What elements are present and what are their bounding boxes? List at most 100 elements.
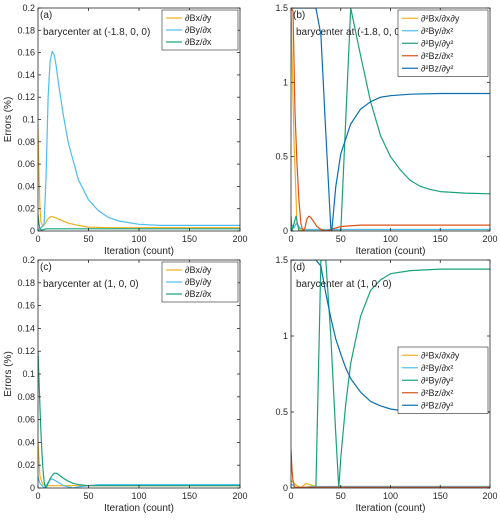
series-line-2 <box>291 8 490 231</box>
x-axis-label: Iteration (count) <box>104 246 174 257</box>
y-tick-label: 0.1 <box>22 369 35 379</box>
plot-area <box>38 50 240 231</box>
legend-entry: ∂Bz/∂x <box>185 289 212 299</box>
y-tick-label: 0.12 <box>17 92 35 102</box>
series-line-3 <box>291 449 490 488</box>
x-axis-label: Iteration (count) <box>355 503 425 514</box>
series-line-3 <box>291 8 490 231</box>
plot-area <box>291 260 490 488</box>
chart-panel-2: 0 50 100 150 200 0 0.02 0.04 0.06 0.08 0.1 0.12 0.14… <box>3 255 248 514</box>
annotation-text: barycenter at (-1.8, 0, 0) <box>43 27 150 38</box>
series-line-4 <box>291 8 490 231</box>
legend: ∂Bx/∂y ∂By/∂x ∂Bz/∂x <box>161 9 239 51</box>
x-tick-label: 200 <box>232 491 247 501</box>
x-tick-label: 0 <box>288 491 293 501</box>
series-line-2 <box>38 351 240 488</box>
y-tick-label: 0.02 <box>17 204 35 214</box>
plot-area <box>38 351 240 488</box>
y-tick-label: 0.16 <box>17 301 35 311</box>
legend-entry: ∂Bx/∂y <box>185 13 212 23</box>
x-tick-label: 150 <box>433 234 448 244</box>
series-line-0 <box>38 128 240 229</box>
legend: ∂Bx/∂y ∂By/∂y ∂Bz/∂x <box>161 261 239 303</box>
y-axis-label: Errors (%) <box>3 351 14 397</box>
y-tick-label: 0.02 <box>17 460 35 470</box>
y-tick-label: 0.12 <box>17 346 35 356</box>
y-tick-label: 0.06 <box>17 415 35 425</box>
x-tick-label: 150 <box>182 491 197 501</box>
series-line-0 <box>38 442 240 487</box>
y-tick-label: 0.2 <box>22 255 35 265</box>
y-tick-label: 0.1 <box>22 115 35 125</box>
legend-entry: ∂Bx/∂y <box>185 265 212 275</box>
y-tick-label: 1.5 <box>275 3 288 13</box>
y-tick-label: 0.08 <box>17 392 35 402</box>
x-tick-label: 200 <box>482 491 497 501</box>
x-tick-label: 50 <box>336 234 346 244</box>
y-tick-label: 0.06 <box>17 159 35 169</box>
x-tick-label: 0 <box>35 491 40 501</box>
chart-panel-0: 0 50 100 150 200 0 0.02 0.04 0.06 0.08 0.1 0.12 0.14… <box>3 3 248 257</box>
y-tick-label: 1 <box>283 77 288 87</box>
legend-entry: ∂²Bx/∂x∂y <box>421 350 460 360</box>
legend-entry: ∂²By/∂y² <box>421 375 453 385</box>
legend-entry: ∂Bz/∂x <box>185 37 212 47</box>
y-tick-label: 1.5 <box>275 255 288 265</box>
x-tick-label: 0 <box>35 234 40 244</box>
panel-label: (b) <box>293 10 305 21</box>
legend-entry: ∂²Bz/∂x² <box>421 388 453 398</box>
legend-entry: ∂²By/∂x² <box>421 26 453 36</box>
annotation-text: barycenter at (-1.8, 0, 0) <box>296 27 403 38</box>
x-axis-label: Iteration (count) <box>355 246 425 257</box>
x-tick-label: 100 <box>383 234 398 244</box>
y-tick-label: 0 <box>30 226 35 236</box>
panel-label: (c) <box>40 262 52 273</box>
legend: ∂²Bx/∂x∂y ∂²By/∂x² ∂²By/∂y² ∂²Bz/∂x² ∂²Bz/∂y… <box>397 346 489 414</box>
y-tick-label: 0 <box>30 483 35 493</box>
y-tick-label: 0.14 <box>17 70 35 80</box>
x-tick-label: 200 <box>232 234 247 244</box>
x-tick-label: 0 <box>288 234 293 244</box>
x-axis-label: Iteration (count) <box>104 503 174 514</box>
y-tick-label: 0.16 <box>17 48 35 58</box>
y-tick-label: 0.2 <box>22 3 35 13</box>
y-tick-label: 0.5 <box>275 152 288 162</box>
legend-box <box>161 9 239 51</box>
y-tick-label: 0.18 <box>17 25 35 35</box>
annotation-text: barycenter at (1, 0, 0) <box>296 279 392 290</box>
legend-entry: ∂²Bz/∂x² <box>421 51 453 61</box>
legend-entry: ∂²Bz/∂y² <box>421 63 453 73</box>
y-tick-label: 0.18 <box>17 278 35 288</box>
series-line-1 <box>38 50 240 231</box>
x-tick-label: 100 <box>131 234 146 244</box>
x-tick-label: 50 <box>336 491 346 501</box>
y-tick-label: 0.5 <box>275 407 288 417</box>
legend-entry: ∂By/∂y <box>185 277 212 287</box>
panel-label: (d) <box>293 262 305 273</box>
chart-panel-1: 0 50 100 150 200 0 0.5 1 1.5 Iteration (count) (b)… <box>275 3 497 257</box>
chart-panel-3: 0 50 100 150 200 0 0.5 1 1.5 Iteration (count) (d)… <box>275 255 497 514</box>
panel-label: (a) <box>40 10 52 21</box>
y-axis-label: Errors (%) <box>3 97 14 143</box>
x-tick-label: 50 <box>83 491 93 501</box>
legend: ∂²Bx/∂x∂y ∂²By/∂x² ∂²By/∂y² ∂²Bz/∂x² ∂²Bz/∂y… <box>397 9 489 77</box>
x-tick-label: 100 <box>383 491 398 501</box>
y-tick-label: 0 <box>283 226 288 236</box>
legend-entry: ∂²By/∂y² <box>421 38 453 48</box>
plot-area <box>291 8 490 231</box>
legend-entry: ∂By/∂x <box>185 25 212 35</box>
y-tick-label: 0.04 <box>17 181 35 191</box>
annotation-text: barycenter at (1, 0, 0) <box>43 279 139 290</box>
legend-entry: ∂²Bz/∂y² <box>421 400 453 410</box>
series-line-4 <box>291 260 490 413</box>
x-tick-label: 200 <box>482 234 497 244</box>
y-tick-label: 0.08 <box>17 137 35 147</box>
y-tick-label: 0.04 <box>17 437 35 447</box>
x-tick-label: 50 <box>83 234 93 244</box>
y-tick-label: 0.14 <box>17 323 35 333</box>
y-tick-label: 1 <box>283 331 288 341</box>
legend-entry: ∂²Bx/∂x∂y <box>421 13 460 23</box>
y-tick-label: 0 <box>283 483 288 493</box>
x-tick-label: 100 <box>131 491 146 501</box>
